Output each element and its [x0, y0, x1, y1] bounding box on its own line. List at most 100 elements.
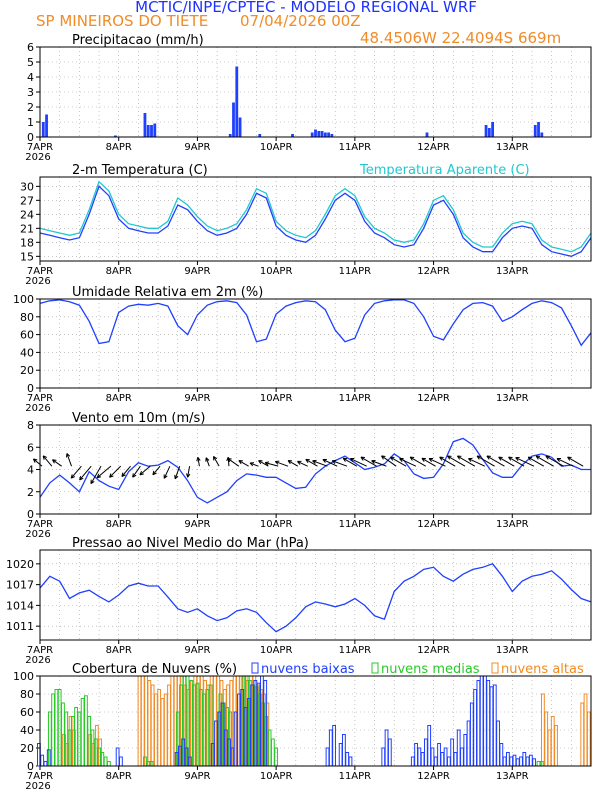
year-label: 2026: [25, 152, 50, 163]
y-tick-label: 3: [27, 86, 34, 99]
precip-bar: [320, 131, 324, 137]
wind-arrow: [52, 459, 62, 467]
cloud-bar-low: [460, 747, 464, 767]
cloud-bar-low: [450, 738, 455, 767]
cloud-bar-low: [469, 702, 474, 767]
wind-arrow-head: [322, 458, 327, 463]
cloud-bar-low: [453, 752, 458, 767]
wind-arrow-head: [212, 456, 218, 461]
cloud-bar-low: [430, 747, 435, 767]
x-tick-label: 7APR: [27, 393, 53, 404]
y-tick-label: 6: [27, 441, 34, 454]
wind-arrow-head: [456, 455, 462, 460]
year-label: 2026: [25, 529, 50, 540]
panel-frame: [39, 549, 592, 641]
x-tick-label: 8APR: [106, 519, 132, 530]
cloud-bar-low: [519, 756, 523, 767]
cloud-bar-mid: [267, 729, 272, 767]
year-label: 2026: [25, 276, 50, 287]
y-tick-label: 20: [20, 742, 34, 755]
precip-bar: [540, 132, 544, 137]
x-tick-label: 12APR: [417, 771, 450, 782]
precip-bar: [487, 128, 491, 137]
y-tick-label: 0: [27, 508, 34, 521]
cloud-bar-low: [345, 752, 350, 767]
cloud-bar-high: [147, 680, 152, 767]
y-tick-label: 40: [20, 346, 34, 359]
x-tick-label: 11APR: [339, 645, 372, 656]
wind-arrow: [152, 465, 161, 476]
cloud-bar-mid: [84, 695, 88, 767]
panel-frame: [39, 424, 592, 515]
precip-bar: [150, 125, 153, 137]
wind-arrow-head: [42, 455, 48, 460]
precip-bar: [533, 125, 537, 137]
wind-arrow-head: [287, 460, 293, 465]
wind-arrow-head: [66, 453, 71, 458]
legend-swatch: [371, 662, 379, 674]
precip-bar: [41, 122, 45, 137]
cloud-bar-low: [384, 729, 389, 767]
wind-arrow-head: [468, 458, 473, 462]
y-tick-label: 30: [20, 180, 34, 193]
series-line-1: [39, 299, 592, 347]
precip-bar: [235, 66, 239, 137]
cloud-bar-high: [140, 675, 145, 767]
wind-arrow-head: [428, 458, 434, 462]
cloud-bar-high: [554, 725, 558, 767]
wind-arrow-head: [535, 455, 541, 460]
wind-arrow-head: [79, 475, 84, 481]
precip-bar: [114, 135, 117, 137]
precip-bar: [45, 114, 48, 137]
panel-6: 0 20 40 60 80 100 7APR 8APR 9APR 10APR 11APR 12APR 1…: [13, 662, 592, 792]
x-tick-label: 8APR: [106, 645, 132, 656]
cloud-bar-mid: [100, 752, 105, 767]
x-tick-label: 8APR: [106, 393, 132, 404]
wind-arrow: [399, 458, 417, 467]
wind-arrow-head: [121, 472, 126, 477]
y-tick-label: 4: [27, 464, 34, 477]
x-tick-label: 9APR: [184, 393, 210, 404]
cloud-bar-low: [440, 752, 445, 767]
wind-arrow-head: [258, 460, 263, 465]
cloud-bar-high: [541, 693, 545, 767]
cloud-bar-low: [463, 734, 468, 767]
wind-arrow: [556, 458, 574, 467]
wind-arrow-head: [174, 474, 179, 480]
x-tick-label: 7APR: [27, 142, 53, 153]
cloud-bar-low: [427, 725, 432, 767]
wind-arrow-head: [421, 457, 426, 462]
wind-arrow-head: [409, 456, 415, 461]
wind-arrow: [342, 457, 358, 467]
panel-1: 0 1 2 3 4 5 6 7APR 8APR 9APR 10APR 11APR 12APR 13APR 2…: [25, 33, 592, 163]
precip-bar: [310, 132, 314, 137]
y-tick-label: 60: [20, 329, 34, 342]
cloud-bar-low: [417, 747, 422, 767]
x-tick-label: 11APR: [339, 142, 372, 153]
wind-arrow: [163, 465, 171, 479]
wind-arrow-head: [556, 458, 562, 462]
precip-bar: [238, 117, 242, 137]
coords-label: 48.4506W 22.4094S 669m: [360, 29, 561, 47]
y-tick-label: 100: [13, 670, 34, 683]
cloud-bar-low: [496, 720, 500, 767]
x-tick-label: 8APR: [106, 771, 132, 782]
y-tick-label: 1011: [6, 620, 34, 633]
x-tick-label: 7APR: [27, 771, 53, 782]
legend-apparent-temp: Temperatura Aparente (C): [359, 163, 530, 178]
wind-arrow: [515, 457, 535, 467]
cloud-bar-low: [522, 752, 527, 767]
y-tick-label: 100: [13, 293, 34, 306]
wind-arrow: [42, 455, 53, 467]
cloud-bar-low: [118, 756, 123, 767]
cloud-bar-high: [550, 716, 555, 767]
wind-arrow: [90, 465, 102, 484]
panels: 0 1 2 3 4 5 6 7APR 8APR 9APR 10APR 11APR 12APR 13APR 2…: [6, 33, 592, 792]
wind-arrow-head: [508, 456, 513, 461]
cloud-bar-low: [476, 680, 481, 767]
cloud-bar-low: [381, 747, 386, 767]
cloud-bar-low: [437, 743, 441, 767]
cloud-bar-low: [502, 756, 507, 767]
y-tick-label: 27: [20, 194, 34, 207]
cloud-bar-high: [586, 711, 591, 767]
